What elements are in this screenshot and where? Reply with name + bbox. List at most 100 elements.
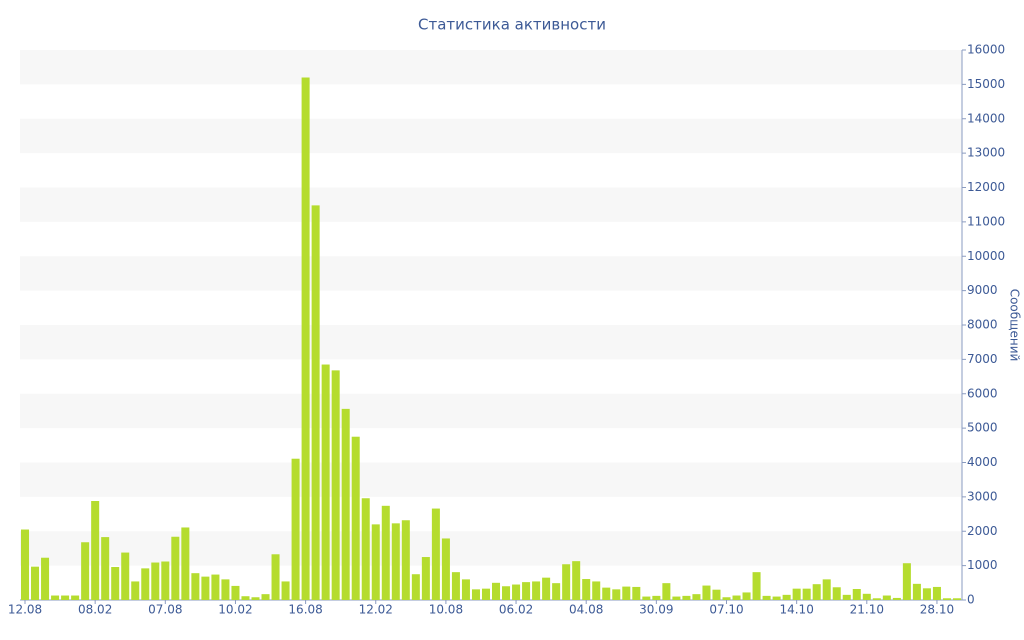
bar [762,595,771,600]
bar [892,597,901,600]
bar [932,586,941,600]
y-tick-label: 4000 [967,455,998,469]
bar [81,542,90,600]
bar [692,594,701,600]
bar [822,579,831,600]
bar [101,537,110,600]
bar [481,588,490,600]
bar [31,566,40,600]
bar [191,573,200,600]
x-tick-label: 30.09 [639,603,673,617]
bar [882,595,891,600]
y-tick-label: 16000 [967,43,1005,57]
y-tick-label: 11000 [967,214,1005,228]
bar [111,567,120,600]
bar [542,577,551,600]
bar [161,561,170,600]
grid-band [20,256,962,291]
bar [492,582,501,600]
y-tick-label: 10000 [967,249,1005,263]
bar [151,562,160,600]
bar [642,596,651,600]
bar [712,589,721,600]
y-tick-label: 12000 [967,180,1005,194]
bar [902,563,911,600]
bar [632,586,641,600]
bar [752,572,761,600]
bar [121,552,130,600]
grid-band [20,50,962,85]
bar [602,587,611,600]
x-tick-label: 07.08 [148,603,182,617]
x-tick-label: 28.10 [920,603,954,617]
bar [361,498,370,600]
bar [331,370,340,600]
bar [231,585,240,600]
bar [802,588,811,600]
bar [411,574,420,600]
bar [401,520,410,600]
y-tick-label: 15000 [967,77,1005,91]
grid-band [20,531,962,566]
bar [421,557,430,600]
y-tick-label: 6000 [967,386,998,400]
x-tick-label: 12.08 [8,603,42,617]
bar [872,598,881,600]
bar [341,408,350,600]
chart-title: Статистика активности [418,16,606,34]
bar [131,581,140,600]
bar [592,581,601,600]
bar [842,594,851,600]
bar [171,536,180,600]
bar [832,587,841,600]
bar [572,561,581,600]
x-tick-label: 04.08 [569,603,603,617]
bar [912,583,921,600]
bar [952,598,961,600]
bar [391,523,400,600]
bar [562,564,571,600]
bar [622,586,631,600]
bar [612,589,621,600]
bar [241,596,250,600]
bar [652,595,661,600]
bar [471,589,480,600]
bar [271,554,280,600]
grid-band [20,187,962,222]
bar [662,583,671,600]
bar [451,572,460,600]
x-tick-label: 06.02 [499,603,533,617]
bar [291,458,300,600]
bar [261,594,270,600]
bar [41,557,50,600]
bar [381,505,390,600]
bar [91,501,100,600]
grid-band [20,325,962,360]
bar [922,588,931,600]
bar [431,508,440,600]
bar [281,581,290,600]
y-tick-label: 13000 [967,146,1005,160]
bar [772,596,781,600]
bar [441,538,450,600]
y-tick-label: 5000 [967,421,998,435]
y-tick-label: 14000 [967,111,1005,125]
x-tick-label: 08.02 [78,603,112,617]
bar [21,529,30,600]
x-tick-label: 21.10 [850,603,884,617]
bar [682,595,691,600]
y-tick-label: 7000 [967,352,998,366]
y-axis-title: Сообщений [1008,289,1022,362]
grid-band [20,462,962,497]
bar [702,585,711,600]
bar [552,583,561,600]
bar [351,436,360,600]
bar [522,582,531,600]
bar [251,597,260,600]
bar [582,579,591,600]
bar [301,77,310,600]
y-tick-label: 1000 [967,558,998,572]
bar [51,595,60,600]
y-tick-label: 8000 [967,318,998,332]
